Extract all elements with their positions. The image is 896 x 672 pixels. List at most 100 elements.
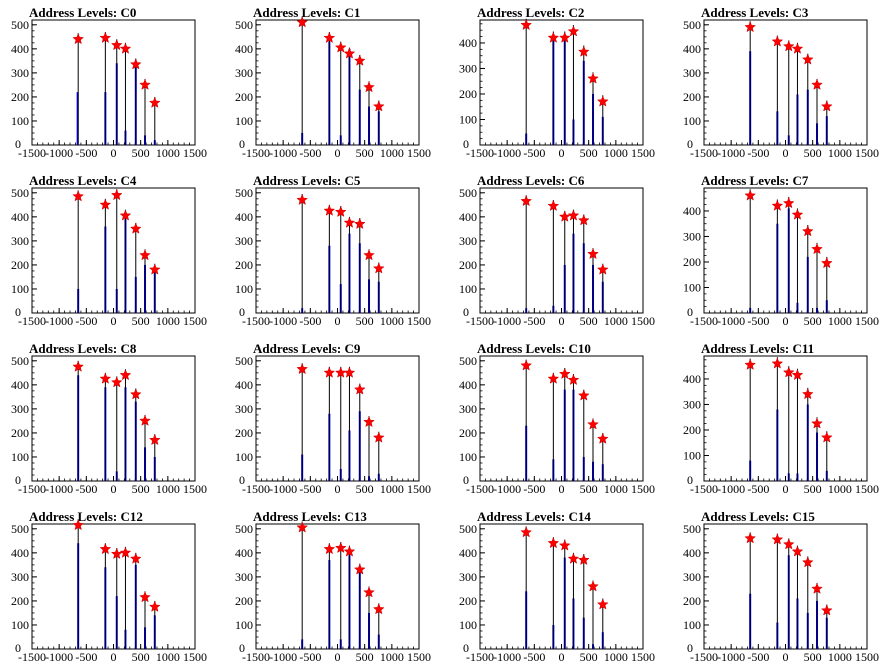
y-tick-label: 500: [11, 186, 29, 200]
x-tick-label: 1000: [380, 146, 404, 160]
panel-title: Address Levels: C7: [701, 173, 809, 188]
y-tick-label: 400: [459, 378, 477, 392]
peak-marker: [323, 204, 336, 216]
x-tick-label: 1000: [380, 482, 404, 496]
x-tick-label: 500: [580, 146, 598, 160]
peak-marker: [567, 209, 580, 221]
plot-frame: [31, 19, 196, 146]
panel-title: Address Levels: C10: [477, 341, 591, 356]
peak-marker: [811, 417, 823, 429]
peak-marker: [782, 197, 795, 209]
x-tick-label: 0: [111, 650, 117, 664]
y-tick-label: 300: [683, 570, 701, 584]
y-tick-label: 200: [235, 258, 253, 272]
y-zero-label: 0: [463, 137, 469, 151]
x-tick-label: -500: [299, 314, 321, 328]
x-tick-label: -1000: [717, 650, 745, 664]
y-zero-label: 0: [687, 473, 693, 487]
peak-marker: [771, 35, 784, 47]
peak-marker: [558, 210, 571, 222]
histogram-bar: [76, 92, 79, 145]
plot-frame: [479, 523, 644, 650]
y-tick-label: 200: [235, 594, 253, 608]
peak-marker: [110, 547, 123, 560]
peak-marker: [353, 563, 366, 575]
y-zero-label: 0: [15, 473, 21, 487]
y-tick-label: 500: [11, 522, 29, 536]
peak-marker: [801, 556, 814, 568]
histogram-panel: Address Levels: C41002003004005000-1500-…: [11, 173, 207, 328]
x-tick-label: 1500: [407, 650, 431, 664]
peak-marker: [811, 78, 823, 90]
x-tick-label: 500: [132, 650, 150, 664]
y-tick-label: 100: [459, 450, 477, 464]
x-tick-label: -1500: [690, 482, 718, 496]
panel-title: Address Levels: C5: [253, 173, 361, 188]
peak-marker: [353, 383, 366, 395]
peak-marker: [129, 222, 142, 234]
x-tick-label: 500: [804, 146, 822, 160]
y-tick-label: 200: [683, 423, 701, 437]
peak-marker: [372, 603, 385, 615]
y-tick-label: 400: [11, 210, 29, 224]
peak-marker: [334, 205, 347, 218]
x-tick-label: 1500: [407, 482, 431, 496]
y-tick-label: 500: [235, 18, 253, 32]
y-tick-label: 400: [683, 546, 701, 560]
x-tick-label: 1000: [604, 146, 628, 160]
x-tick-label: 500: [580, 650, 598, 664]
plot-frame: [31, 187, 196, 314]
peak-marker: [744, 532, 757, 544]
peak-marker: [353, 54, 366, 66]
peak-marker: [782, 40, 795, 52]
peak-marker: [596, 95, 609, 107]
x-tick-label: -500: [747, 482, 769, 496]
peak-marker: [782, 366, 795, 378]
y-tick-label: 100: [11, 114, 29, 128]
y-tick-label: 400: [235, 546, 253, 560]
peak-marker: [148, 600, 161, 612]
x-tick-label: 1500: [855, 146, 879, 160]
peak-marker: [567, 552, 580, 564]
y-tick-label: 500: [235, 522, 253, 536]
histogram-panel: Address Levels: C51002003004005000-1500-…: [235, 173, 431, 328]
x-tick-label: -500: [299, 482, 321, 496]
y-tick-label: 100: [235, 114, 253, 128]
histogram-panel: Address Levels: C01002003004005000-1500-…: [11, 5, 207, 160]
x-tick-label: 500: [804, 650, 822, 664]
y-tick-label: 200: [683, 255, 701, 269]
peak-marker: [558, 367, 571, 380]
peak-marker: [110, 376, 123, 388]
y-tick-label: 100: [683, 114, 701, 128]
y-tick-label: 400: [683, 372, 701, 386]
y-zero-label: 0: [463, 473, 469, 487]
x-tick-label: 0: [783, 482, 789, 496]
peak-marker: [148, 96, 161, 108]
panel-title: Address Levels: C8: [29, 341, 137, 356]
y-tick-label: 100: [11, 450, 29, 464]
peak-marker: [567, 25, 580, 37]
histogram-panel: Address Levels: C151002003004005000-1500…: [683, 509, 879, 664]
peak-marker: [110, 189, 123, 201]
peak-marker: [296, 193, 309, 206]
y-tick-label: 200: [683, 90, 701, 104]
x-tick-label: -1500: [466, 314, 494, 328]
x-tick-label: 0: [559, 650, 565, 664]
y-zero-label: 0: [15, 137, 21, 151]
peak-marker: [334, 541, 347, 554]
peak-marker: [801, 225, 814, 237]
x-tick-label: 1500: [407, 146, 431, 160]
x-tick-label: 1500: [183, 650, 207, 664]
x-tick-label: 500: [580, 482, 598, 496]
peak-marker: [577, 389, 590, 401]
y-tick-label: 400: [459, 546, 477, 560]
x-tick-label: 0: [335, 650, 341, 664]
panel-title: Address Levels: C2: [477, 5, 584, 20]
peak-marker: [587, 580, 599, 592]
x-tick-label: 500: [580, 314, 598, 328]
x-tick-label: 1000: [828, 146, 852, 160]
x-tick-label: 1000: [604, 482, 628, 496]
x-tick-label: 500: [356, 650, 374, 664]
